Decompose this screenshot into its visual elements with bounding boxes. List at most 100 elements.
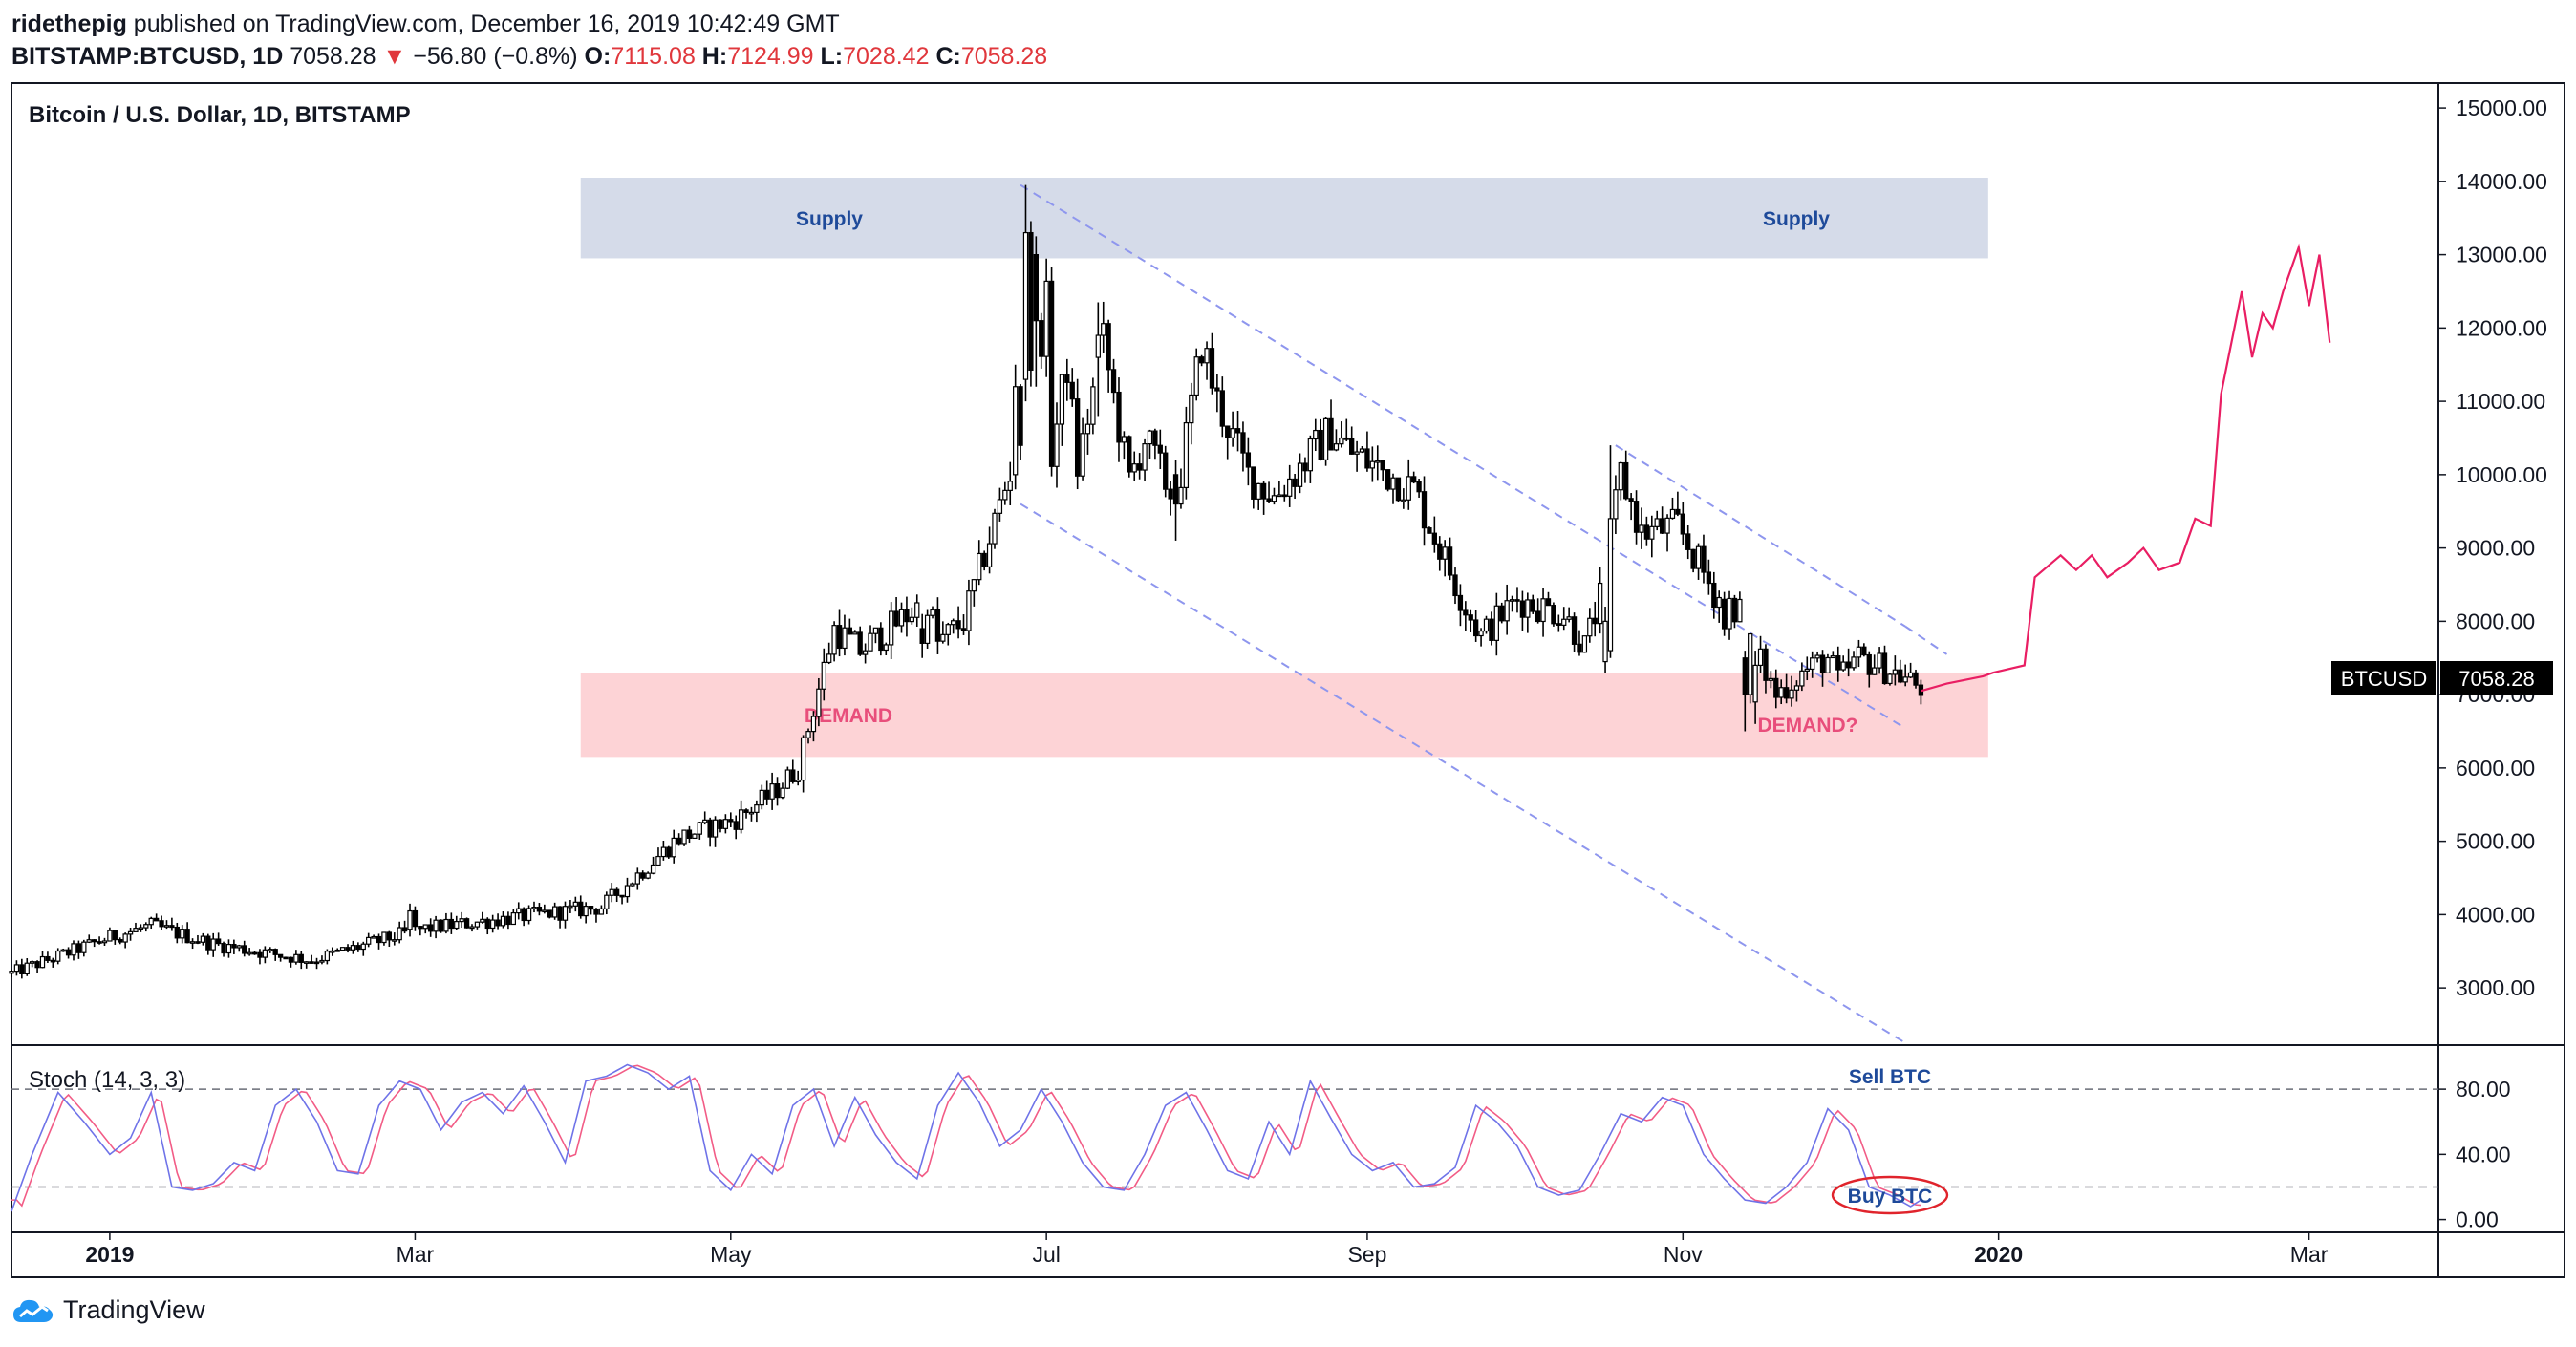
candle-body <box>868 632 873 652</box>
candle-body <box>1390 477 1396 490</box>
candle-body <box>184 929 190 944</box>
candle-body <box>1685 533 1691 550</box>
candle-body <box>1013 386 1019 476</box>
candle-body <box>1892 669 1899 675</box>
price-tag-symbol: BTCUSD <box>2341 667 2427 691</box>
candle-body <box>1110 369 1117 394</box>
high-label: H: <box>701 43 728 70</box>
candle-body <box>143 924 149 929</box>
channel-layer <box>1020 183 1948 1044</box>
candle-body <box>304 961 310 964</box>
candle-body <box>1763 648 1769 681</box>
candle-body <box>1152 430 1158 446</box>
candle-body <box>1675 508 1681 515</box>
close-value: 7058.28 <box>960 43 1048 70</box>
candle-body <box>872 627 879 634</box>
candle-body <box>1478 630 1484 637</box>
candle-body <box>516 908 522 914</box>
candle-body <box>118 938 123 943</box>
stoch-pane: 80.00 40.00 0.00 Sell BTC Buy BTC <box>11 1063 2511 1232</box>
candle-body <box>1727 597 1732 630</box>
candle-body <box>1395 477 1402 502</box>
tradingview-logo[interactable]: TradingView <box>11 1295 205 1325</box>
candle-body <box>350 945 356 951</box>
time-tick-label: Nov <box>1664 1242 1703 1267</box>
candle-body <box>127 930 134 935</box>
candle-body <box>480 918 485 923</box>
candle-body <box>1313 429 1319 440</box>
candle-body <box>883 644 889 652</box>
price-tag-value: 7058.28 <box>2458 667 2535 691</box>
candle-body <box>681 829 687 845</box>
candle-body <box>1189 394 1194 424</box>
candle-body <box>1116 391 1122 443</box>
candle-body <box>914 602 920 618</box>
candle-body <box>919 628 925 644</box>
price-tick-label: 15000.00 <box>2456 96 2547 120</box>
candle-body <box>655 855 661 866</box>
stoch-k-line <box>11 1063 1921 1212</box>
candle-body <box>1302 462 1308 472</box>
candle-body <box>1136 463 1143 471</box>
candle-body <box>257 951 263 958</box>
candle-body <box>697 822 702 835</box>
candle-body <box>1411 476 1417 483</box>
candle-body <box>1898 669 1903 683</box>
candle-body <box>422 924 428 930</box>
supply-label-right: Supply <box>1763 208 1830 230</box>
candle-body <box>966 590 972 631</box>
candle-body <box>97 941 102 944</box>
candle-body <box>878 627 884 652</box>
candle-body <box>810 716 817 733</box>
candle-body <box>1245 452 1252 468</box>
candle-body <box>443 918 449 932</box>
candle-body <box>1731 597 1738 623</box>
candle-body <box>707 819 713 838</box>
candle-body <box>630 883 635 887</box>
candle-body <box>1566 616 1572 620</box>
candle-body <box>1861 646 1867 656</box>
candle-body <box>392 939 397 942</box>
candle-body <box>1877 652 1882 669</box>
candle-body <box>474 921 481 928</box>
candle-body <box>371 935 376 939</box>
candle-body <box>619 894 625 898</box>
candle-body <box>1856 646 1862 658</box>
candle-body <box>65 949 72 956</box>
open-label: O: <box>584 43 612 70</box>
candle-body <box>1581 635 1588 653</box>
candle-body <box>1721 598 1728 630</box>
candle-body <box>1607 518 1614 652</box>
candle-body <box>971 579 977 592</box>
time-axis[interactable]: 2019 Mar May Jul Sep Nov 2020 Mar <box>85 1232 2329 1267</box>
candle-body <box>407 909 413 930</box>
candle-body <box>1768 677 1774 681</box>
candle-body <box>293 953 299 963</box>
candle-body <box>774 783 781 799</box>
candle-body <box>490 919 496 930</box>
candle-body <box>992 512 998 545</box>
publisher-user[interactable]: ridethepig <box>11 11 127 37</box>
candle-body <box>1333 443 1340 451</box>
candle-body <box>1825 656 1831 674</box>
channel-line-1 <box>1020 502 1906 1044</box>
price-axis[interactable]: 15000.00 14000.00 13000.00 12000.00 11000.00… <box>2438 96 2547 1000</box>
candle-body <box>1664 517 1670 534</box>
candle-body <box>759 789 764 806</box>
candle-body <box>386 931 393 941</box>
chart-frame <box>11 82 2565 1278</box>
candle-body <box>50 959 55 963</box>
candle-body <box>722 819 729 829</box>
brand-name: TradingView <box>63 1295 205 1324</box>
candle-body <box>1230 428 1235 438</box>
candle-body <box>1530 599 1535 612</box>
candle-body <box>981 552 987 567</box>
price-tick-label: 6000.00 <box>2456 756 2535 780</box>
candle-body <box>1157 444 1163 454</box>
candle-body <box>1214 387 1220 392</box>
sell-btc-label: Sell BTC <box>1849 1066 1931 1088</box>
down-arrow-icon: ▼ <box>382 43 407 70</box>
channel-line-3 <box>1904 625 1948 655</box>
candle-body <box>593 908 599 915</box>
